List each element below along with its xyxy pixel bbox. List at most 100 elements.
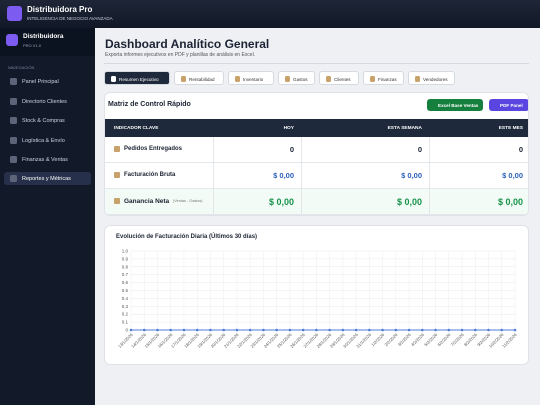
table-body: Pedidos Entregados 0 0 0 Facturación Bruta $ … (105, 137, 528, 215)
point (301, 328, 305, 332)
y-tick-label: 0.6 (122, 280, 129, 285)
point (169, 328, 173, 332)
point (328, 328, 331, 332)
tab-label: Clientes (334, 76, 351, 82)
point (156, 328, 159, 332)
cell-value: $ 0,00 (497, 197, 523, 207)
tab[interactable]: Vendedores (408, 71, 455, 85)
icon (10, 98, 17, 105)
point (473, 328, 477, 332)
icon (10, 175, 17, 182)
nav-item[interactable]: Stock & Compras (4, 114, 91, 127)
cell-border (301, 137, 302, 163)
table-row: Ganancia Neta (Ventas - Gastos) $ 0,00 $ 0,… (105, 189, 528, 215)
x-tick-label: 11/2/2026 (501, 332, 518, 349)
tab-label: Resumen Ejecutivo (119, 76, 159, 82)
tab[interactable]: Clientes (319, 71, 359, 85)
pdf-button[interactable]: PDF Panel (489, 99, 528, 111)
x-tick-label: 31/1/2026 (355, 332, 372, 349)
cell-border (301, 189, 302, 215)
cell-value: $ 0,00 (502, 171, 523, 180)
version: PRO V1.0 (23, 43, 42, 48)
cell-value: 0 (417, 145, 422, 154)
point (447, 328, 451, 332)
table-header: INDICADOR CLAVE HOY ESTA SEMANA ESTE MES (105, 119, 528, 137)
y-tick-label: 0.7 (122, 272, 129, 277)
row-label: Ganancia Neta (124, 197, 170, 205)
icon (370, 75, 375, 82)
cell-border (213, 189, 214, 215)
icon (235, 75, 240, 82)
icon (111, 75, 116, 82)
page-subtitle: Exporta informes ejecutivos en PDF y pla… (105, 52, 256, 58)
table-row: Facturación Bruta $ 0,00 $ 0,00 $ 0,00 (105, 163, 528, 189)
cell-value: $ 0,00 (401, 171, 422, 180)
logo (7, 6, 22, 21)
tab[interactable]: Rentabilidad (174, 71, 224, 85)
table-row: Pedidos Entregados 0 0 0 (105, 137, 528, 163)
row-note: (Ventas - Gastos) (173, 199, 203, 203)
point (394, 328, 398, 332)
tab-label: Inventario (243, 76, 264, 82)
cell-border (213, 163, 214, 189)
row-icon (114, 146, 120, 152)
tab[interactable]: Finanzas (363, 71, 404, 85)
nav-label: Stock & Compras (22, 118, 65, 124)
point (434, 328, 437, 332)
cell-value: $ 0,00 (268, 197, 294, 207)
column-header: ESTA SEMANA (387, 125, 422, 131)
icon (181, 75, 186, 82)
button-label: Excel Base Ventas (438, 102, 479, 108)
nav-item[interactable]: Panel Principal (4, 75, 91, 88)
row-label: Facturación Bruta (124, 171, 176, 178)
chart-title: Evolución de Facturación Diaria (Últimos… (116, 234, 258, 240)
point (235, 328, 239, 332)
point (460, 328, 464, 332)
divider (104, 63, 529, 64)
y-tick-label: 0.5 (122, 288, 129, 293)
nav-label: Panel Principal (22, 79, 59, 85)
nav-label: Finanzas & Ventas (22, 157, 68, 163)
nav-section: NAVEGACIÓN (8, 65, 35, 70)
icon (415, 75, 420, 82)
point (248, 328, 252, 332)
tab-label: Gastos (293, 76, 308, 82)
tab[interactable]: Gastos (278, 71, 315, 85)
tab[interactable]: Inventario (228, 71, 274, 85)
button-label: PDF Panel (500, 102, 523, 108)
tab-active[interactable]: Resumen Ejecutivo (104, 71, 170, 85)
y-tick-label: 0.8 (122, 264, 129, 269)
point (275, 328, 278, 332)
nav-item-active[interactable]: Reportes y Métricas (4, 172, 91, 185)
nav-item[interactable]: Logística & Envío (4, 134, 91, 147)
cell-border (213, 137, 214, 163)
row-icon (114, 198, 120, 204)
y-tick-label: 0.3 (122, 304, 129, 309)
excel-button[interactable]: Excel Base Ventas (427, 99, 483, 111)
icon (10, 156, 17, 163)
column-header: INDICADOR CLAVE (114, 125, 159, 131)
point (341, 328, 345, 332)
nav-label: Reportes y Métricas (22, 176, 71, 182)
y-tick-label: 0.2 (122, 312, 129, 317)
point (262, 328, 265, 332)
column-header: HOY (283, 125, 294, 131)
nav-item[interactable]: Finanzas & Ventas (4, 153, 91, 166)
top-bar: Distribuidora Pro INTELIGENCIA DE NEGOCI… (0, 0, 540, 28)
icon (10, 117, 17, 124)
icon (10, 137, 17, 144)
point (209, 328, 212, 332)
nav-label: Directorio Clientes (22, 99, 67, 105)
nav-item[interactable]: Directorio Clientes (4, 95, 91, 108)
sidebar: Distribuidora PRO V1.0 NAVEGACIÓN Panel … (0, 28, 95, 405)
point (288, 328, 292, 332)
y-tick-label: 1.0 (122, 249, 129, 254)
cell-border (429, 189, 430, 215)
point (222, 328, 225, 332)
cell-value: 0 (518, 145, 523, 154)
point (129, 328, 133, 332)
row-icon (114, 172, 120, 178)
icon (10, 78, 17, 85)
cell-value: 0 (289, 145, 294, 154)
